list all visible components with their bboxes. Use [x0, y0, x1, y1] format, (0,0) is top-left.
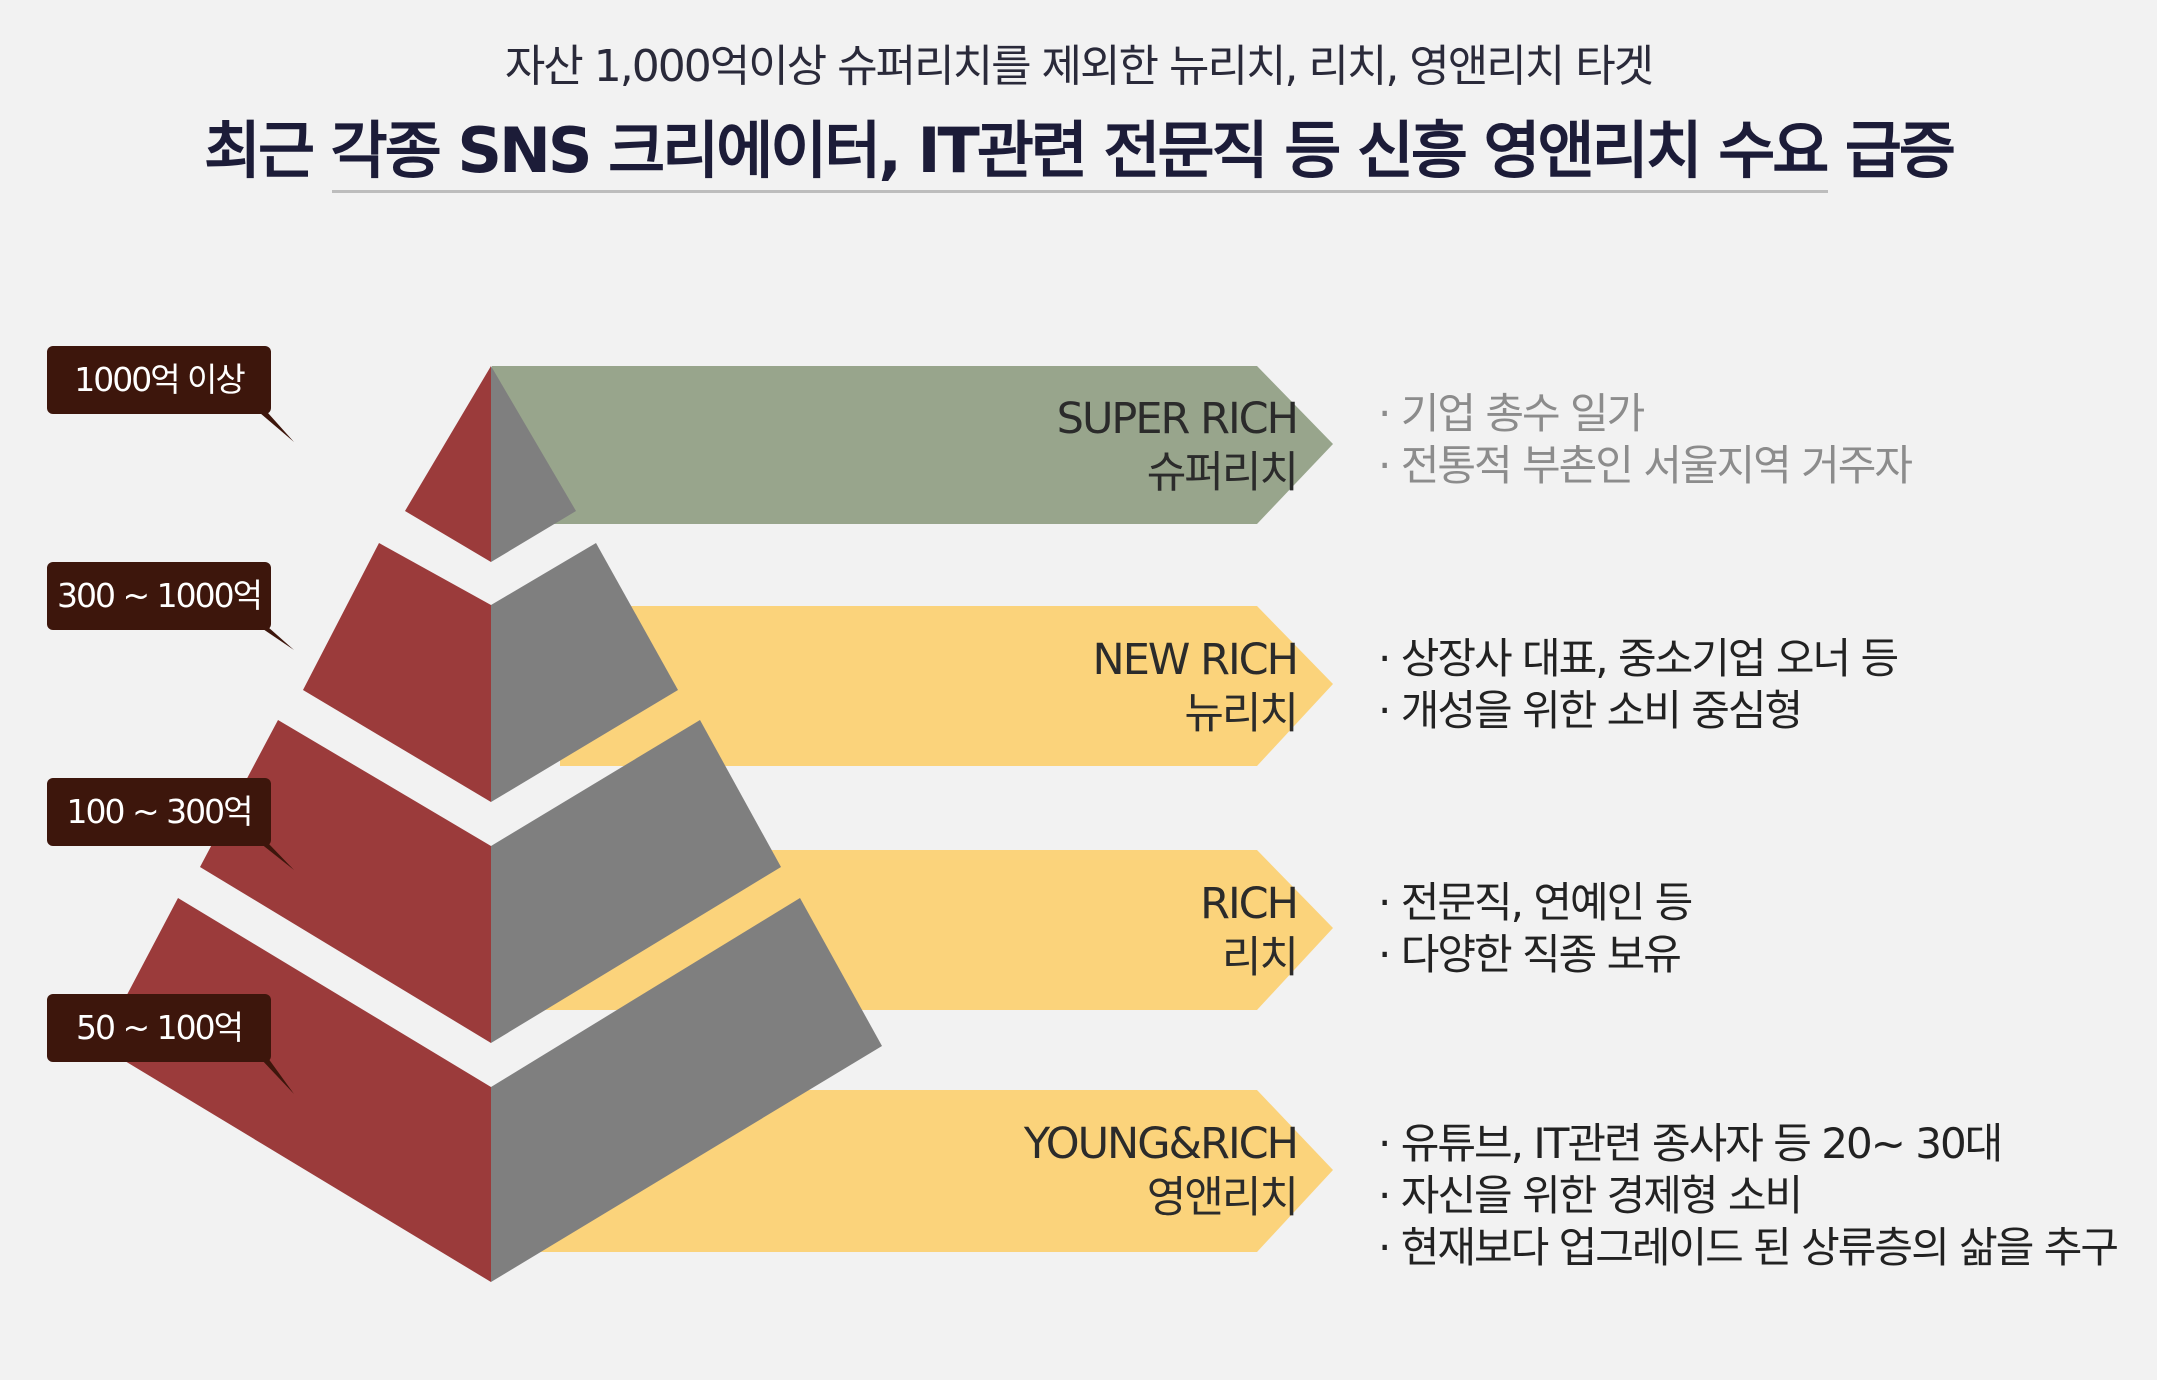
desc-line: · 전통적 부촌인 서울지역 거주자 [1378, 441, 1913, 490]
pyramid-tier-1-left [405, 366, 491, 562]
band-new-rich [560, 606, 1333, 766]
title-divider [332, 190, 1828, 193]
pyramid-tier-2-left [303, 543, 491, 802]
badge-tail-2 [260, 627, 294, 650]
subtitle: 자산 1,000억이상 슈퍼리치를 제외한 뉴리치, 리치, 영앤리치 타겟 [504, 41, 1654, 92]
desc-line: · 유튜브, IT관련 종사자 등 20~ 30대 [1378, 1119, 2003, 1168]
desc-line: · 현재보다 업그레이드 된 상류층의 삶을 추구 [1378, 1223, 2119, 1272]
desc-rich: · 전문직, 연예인 등 · 다양한 직종 보유 [1378, 877, 1693, 981]
desc-line: · 전문직, 연예인 등 [1378, 878, 1693, 927]
pyramid-tier-4-right [491, 898, 882, 1282]
band-super-rich [492, 366, 1333, 524]
badge-tail-1 [260, 413, 294, 442]
tier-label-super-rich: SUPER RICH 슈퍼리치 [797, 392, 1299, 500]
badge-tier-3: 100 ~ 300억 [47, 778, 271, 846]
badge-tail-3 [260, 843, 294, 870]
tier-label-ko: 리치 [1221, 933, 1299, 983]
pyramid-tier-3-right [491, 720, 781, 1043]
pyramid-tier-1-right [491, 366, 576, 562]
desc-line: · 자신을 위한 경제형 소비 [1378, 1171, 1803, 1220]
desc-line: · 개성을 위한 소비 중심형 [1378, 686, 1803, 735]
tier-label-en: YOUNG&RICH [1023, 1119, 1299, 1169]
tier-label-en: RICH [1200, 879, 1299, 929]
desc-line: · 다양한 직종 보유 [1378, 930, 1682, 979]
badge-tier-4: 50 ~ 100억 [47, 994, 271, 1062]
pyramid-tier-3-left [200, 720, 491, 1043]
badge-tail-4 [260, 1058, 294, 1094]
tier-label-new-rich: NEW RICH 뉴리치 [797, 633, 1299, 741]
tier-label-en: NEW RICH [1092, 635, 1299, 685]
badge-tier-2: 300 ~ 1000억 [47, 562, 271, 630]
tier-label-rich: RICH 리치 [797, 877, 1299, 985]
desc-new-rich: · 상장사 대표, 중소기업 오너 등 · 개성을 위한 소비 중심형 [1378, 633, 1899, 737]
pyramid-tier-2-right [491, 543, 678, 802]
desc-young-rich: · 유튜브, IT관련 종사자 등 20~ 30대 · 자신을 위한 경제형 소… [1378, 1118, 2119, 1274]
desc-line: · 상장사 대표, 중소기업 오너 등 [1378, 634, 1899, 683]
tier-label-en: SUPER RICH [1056, 394, 1299, 444]
badge-tier-1: 1000억 이상 [47, 346, 271, 414]
tier-label-ko: 영앤리치 [1146, 1173, 1299, 1223]
tier-label-ko: 슈퍼리치 [1146, 448, 1299, 498]
page-title: 최근 각종 SNS 크리에이터, IT관련 전문직 등 신흥 영앤리치 수요 급… [204, 114, 1956, 187]
desc-line: · 기업 총수 일가 [1378, 389, 1645, 438]
tier-label-ko: 뉴리치 [1184, 689, 1299, 739]
tier-label-young-rich: YOUNG&RICH 영앤리치 [797, 1117, 1299, 1225]
desc-super-rich: · 기업 총수 일가 · 전통적 부촌인 서울지역 거주자 [1378, 388, 1913, 492]
